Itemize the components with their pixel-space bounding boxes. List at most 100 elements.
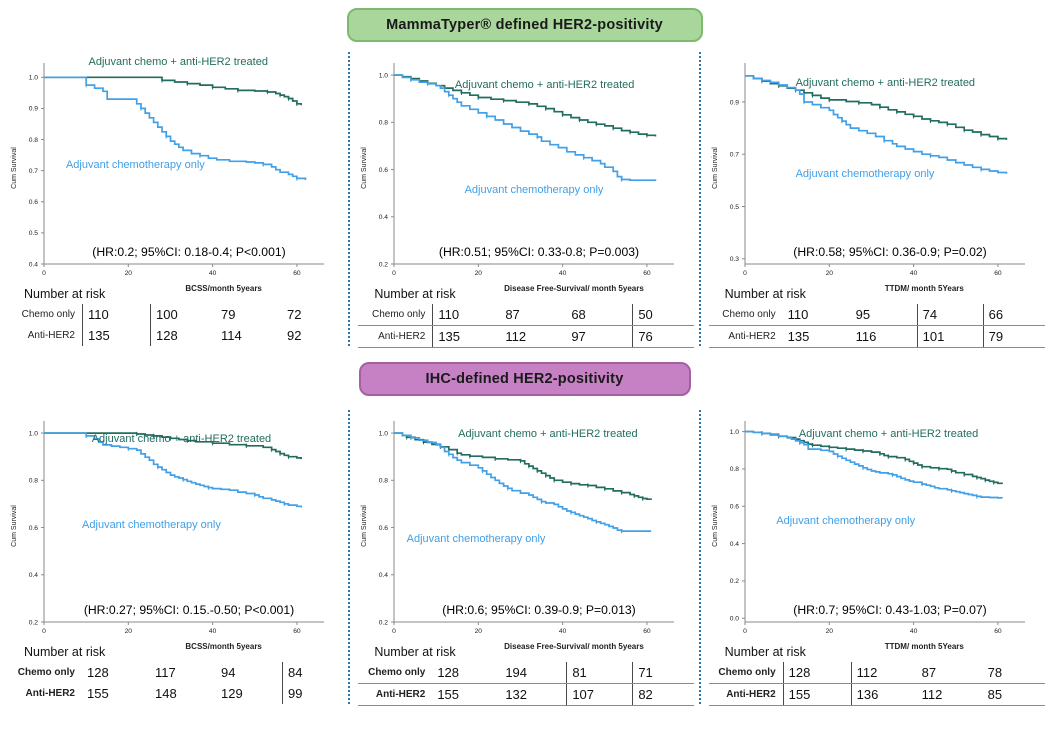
y-tick-label: 1.0 (29, 75, 39, 82)
y-tick-label: 0.8 (379, 478, 389, 485)
y-axis-label: Cum Survival (11, 147, 18, 189)
row-label-chemo-only: Chemo only (718, 667, 776, 678)
risk-table-header: Number at risk TTDM/ month 5Years (709, 283, 1043, 301)
km-chart-svg: 1.0 0.8 0.6 0.4 0.20 20 40 60 Cum Survival (HR:0.… (11, 421, 324, 635)
risk-value: 155 (782, 684, 851, 705)
x-axis-title: Disease Free-Survival/ month 5years (504, 284, 644, 293)
km-plot: 1.0 0.8 0.6 0.4 0.2 0 20 40 60 Cum Survival (HR:0.… (8, 412, 330, 640)
y-tick-label: 1.0 (379, 430, 389, 437)
chemo-only-curve (394, 74, 657, 182)
y-tick-label: 0.5 (29, 230, 39, 237)
x-axis-title: BCSS/month 5years (185, 642, 262, 651)
table-row: Chemo only 128 117 94 84 (8, 662, 344, 683)
km-plot: 1.0 0.8 0.6 0.4 0.2 0.0 0 20 40 60 Cum Survival (HR… (709, 412, 1031, 640)
x-tick-label: 60 (644, 270, 652, 277)
y-tick-label: 0.8 (729, 466, 739, 473)
y-tick-label: 0.6 (29, 525, 39, 532)
risk-table-header: Number at risk TTDM/ month 5Years (709, 641, 1043, 659)
table-row: Anti-HER2 135 112 97 76 (358, 326, 695, 348)
number-at-risk-table: Chemo only 110 95 74 66 Anti-HER2 135 11… (708, 304, 1045, 348)
km-chart-svg: 1.0 0.8 0.6 0.4 0.20 20 40 60 Cum Survival (HR:0.… (361, 421, 675, 635)
y-tick-label: 0.6 (29, 199, 39, 206)
table-row: Chemo only 128 112 87 78 (708, 662, 1045, 684)
table-row: Anti-HER2 155 148 129 99 (8, 683, 344, 704)
risk-value: 94 (221, 665, 236, 680)
risk-value: 117 (155, 665, 176, 680)
row-label-chemo-only: Chemo only (21, 309, 75, 320)
risk-value: 129 (221, 686, 243, 701)
table-row: Chemo only 128 194 81 71 (358, 662, 695, 684)
km-panel: 1.0 0.8 0.6 0.4 0.2 0 20 40 60 Cum Survival (HR:0.… (0, 404, 348, 706)
risk-value: 78 (987, 665, 1003, 680)
km-panel: 1.0 0.9 0.8 0.7 0.6 0.5 0.4 0 20 40 60 Cum Survival… (0, 46, 348, 348)
row-label-chemo-only: Chemo only (371, 309, 426, 320)
chemo-only-curve (44, 76, 307, 180)
y-axis-label: Cum Survival (361, 147, 368, 189)
x-tick-label: 40 (559, 628, 567, 635)
table-row: Chemo only 110 100 79 72 (8, 304, 344, 325)
x-tick-label: 20 (475, 270, 483, 277)
risk-value: 82 (632, 684, 690, 705)
y-tick-label: 1.0 (29, 430, 39, 437)
dotted-separator (348, 410, 351, 704)
risk-value: 148 (155, 686, 177, 701)
y-tick-label: 0.4 (379, 214, 389, 221)
risk-value: 132 (505, 687, 528, 702)
risk-table-header: Number at risk BCSS/month 5years (8, 283, 342, 301)
y-tick-label: 0.6 (729, 504, 739, 511)
x-tick-label: 0 (42, 628, 46, 635)
x-tick-label: 40 (209, 628, 217, 635)
y-tick-label: 1.0 (729, 429, 739, 436)
risk-value: 155 (87, 686, 109, 701)
x-tick-label: 20 (825, 270, 833, 277)
x-tick-label: 20 (825, 628, 833, 635)
table-row: Chemo only 110 95 74 66 (708, 304, 1045, 326)
ihc-panel-row: 1.0 0.8 0.6 0.4 0.2 0 20 40 60 Cum Survival (HR:0.… (0, 404, 1049, 706)
risk-value: 79 (221, 307, 236, 322)
chemo-only-curve-label: Adjuvant chemotherapy only (776, 514, 916, 527)
risk-value: 76 (632, 326, 690, 347)
risk-value: 95 (855, 307, 871, 322)
km-plot: 1.0 0.8 0.6 0.4 0.2 0 20 40 60 Cum Survival (HR:0.… (358, 412, 680, 640)
hr-annotation: (HR:0.2; 95%CI: 0.18-0.4; P<0.001) (92, 245, 285, 259)
figure-page: { "page": { "banners": [ {"label": "Mamm… (0, 8, 1049, 739)
ihc-banner-label: IHC-defined HER2-positivity (425, 371, 624, 387)
row-label-chemo-only: Chemo only (722, 309, 776, 320)
risk-value: 81 (566, 662, 632, 683)
risk-value: 74 (916, 304, 983, 325)
y-tick-label: 0.2 (379, 619, 389, 626)
y-tick-label: 0.5 (729, 204, 739, 211)
y-axis-label: Cum Survival (11, 505, 18, 547)
chemo-only-curve-label: Adjuvant chemotherapy only (82, 519, 221, 532)
row-label-anti-her2: Anti-HER2 (378, 331, 426, 342)
km-chart-svg: 1.0 0.8 0.6 0.4 0.20 20 40 60 Cum Survival (HR:0.… (361, 63, 675, 277)
risk-value: 128 (437, 665, 460, 680)
km-plot: 1.0 0.8 0.6 0.4 0.2 0 20 40 60 Cum Survival (HR:0.… (358, 54, 680, 282)
x-tick-label: 40 (209, 270, 217, 277)
anti-her2-curve-label: Adjuvant chemo + anti-HER2 treated (795, 76, 976, 89)
y-tick-label: 0.4 (29, 572, 39, 579)
risk-value: 87 (505, 307, 520, 322)
x-tick-label: 40 (910, 270, 918, 277)
hr-annotation: (HR:0.58; 95%CI: 0.36-0.9; P=0.02) (793, 245, 986, 259)
anti-her2-curve-label: Adjuvant chemo + anti-HER2 treated (88, 56, 268, 69)
chemo-only-curve (744, 430, 1003, 499)
chemo-only-curve-label: Adjuvant chemotherapy only (65, 158, 205, 171)
row-label-chemo-only: Chemo only (368, 667, 426, 678)
y-tick-label: 0.2 (729, 578, 739, 585)
table-row: Chemo only 110 87 68 50 (358, 304, 695, 326)
x-axis-title: TTDM/ month 5Years (884, 284, 964, 293)
x-tick-label: 0 (743, 628, 747, 635)
row-label-anti-her2: Anti-HER2 (375, 689, 426, 700)
chemo-only-curve (44, 432, 302, 508)
hr-annotation: (HR:0.51; 95%CI: 0.33-0.8; P=0.003) (439, 245, 639, 259)
row-label-anti-her2: Anti-HER2 (728, 331, 776, 342)
y-tick-label: 0.7 (729, 152, 739, 159)
y-axis-label: Cum Survival (712, 147, 719, 189)
risk-value: 110 (787, 307, 809, 322)
chemo-only-curve-label: Adjuvant chemotherapy only (406, 532, 546, 545)
risk-value: 85 (987, 687, 1003, 702)
anti-her2-curve (44, 76, 302, 106)
number-at-risk-table: Chemo only 128 194 81 71 Anti-HER2 155 1… (358, 662, 695, 706)
risk-value: 128 (782, 662, 851, 683)
